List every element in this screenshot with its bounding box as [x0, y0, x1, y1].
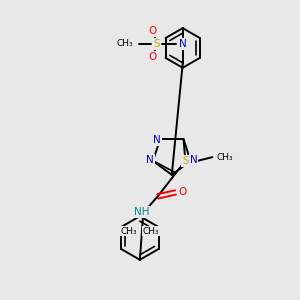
Text: S: S	[154, 39, 160, 49]
Text: NH: NH	[134, 207, 150, 217]
Text: S: S	[182, 156, 189, 166]
Text: O: O	[149, 52, 157, 62]
Text: O: O	[149, 26, 157, 36]
Text: N: N	[190, 155, 197, 165]
Text: N: N	[153, 135, 161, 145]
Text: N: N	[179, 39, 187, 49]
Text: CH₃: CH₃	[116, 40, 133, 49]
Text: CH₃: CH₃	[216, 153, 233, 162]
Text: N: N	[146, 155, 154, 165]
Text: CH₃: CH₃	[120, 226, 137, 236]
Text: CH₃: CH₃	[143, 226, 159, 236]
Text: O: O	[178, 188, 187, 197]
